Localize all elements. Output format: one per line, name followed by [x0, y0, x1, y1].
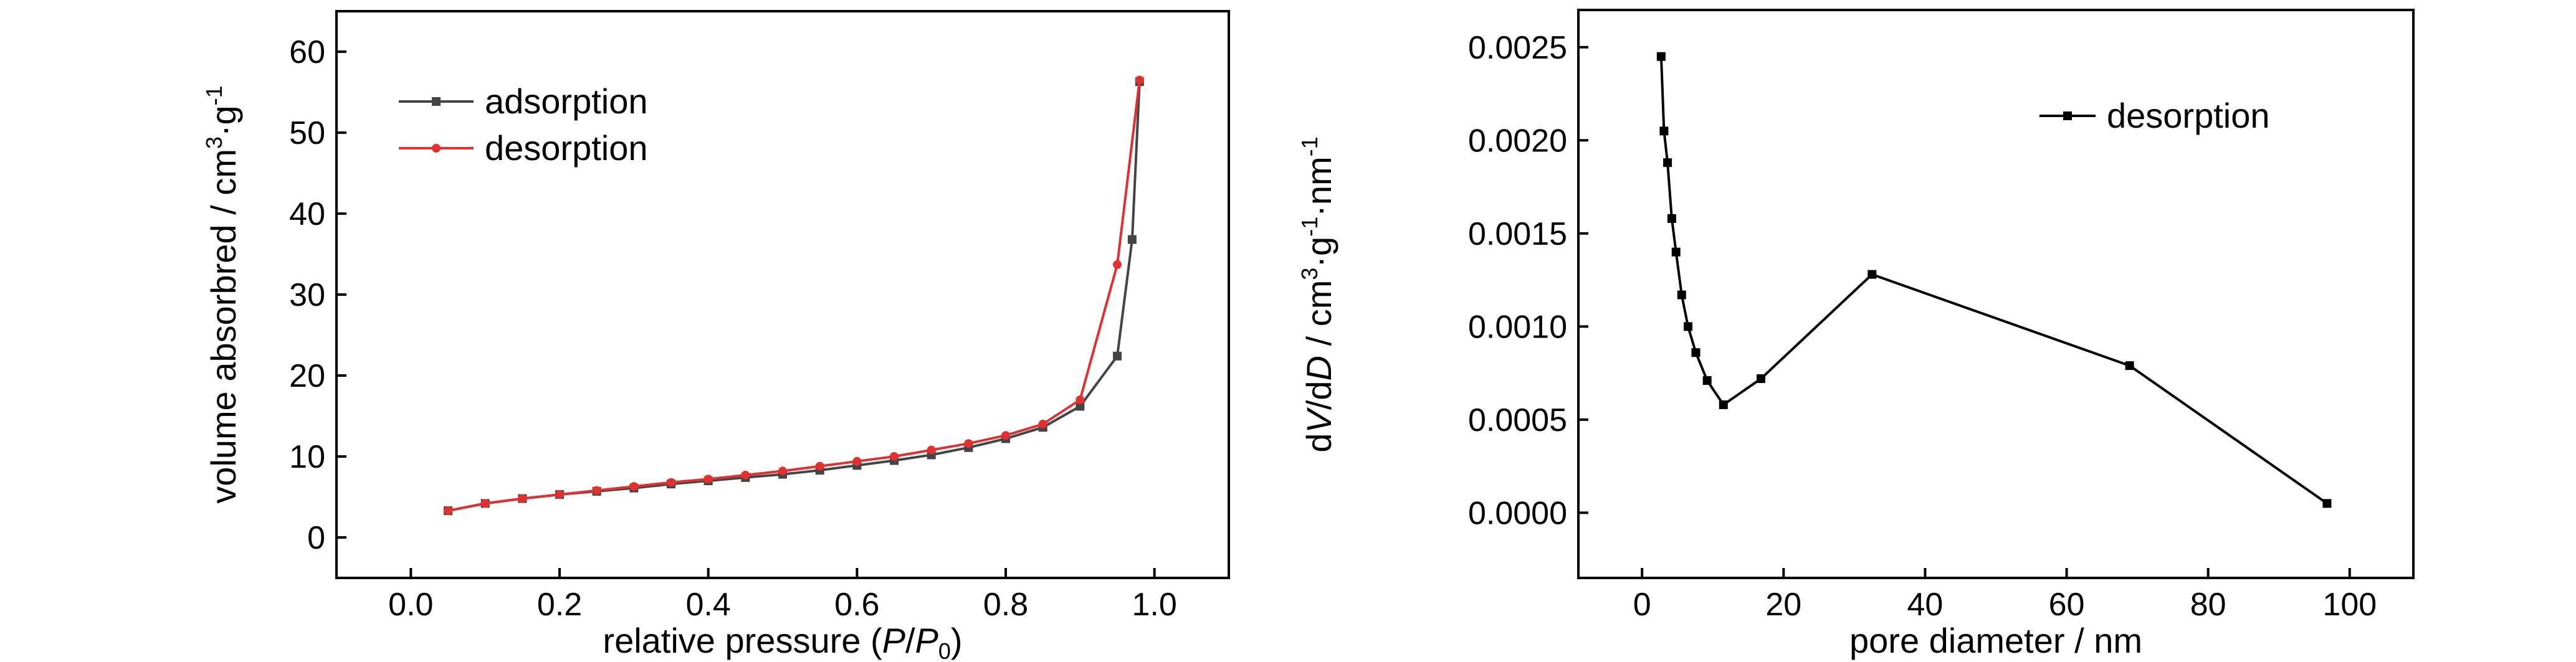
- legend-label: desorption: [2107, 96, 2270, 135]
- y-tick-label: 60: [289, 34, 325, 70]
- data-point: [1076, 402, 1085, 411]
- data-point: [1038, 420, 1047, 428]
- x-tick-label: 20: [1765, 587, 1801, 623]
- y-tick-label: 0.0015: [1468, 216, 1567, 252]
- x-tick-label: 1.0: [1132, 587, 1177, 623]
- plot-frame: [335, 10, 1230, 579]
- y-tick-label: 20: [289, 358, 325, 394]
- axes: 0 20 40 60 80 100 0.0000 0.0005 0.0010 0.0015 0.00…: [1468, 30, 2377, 623]
- x-tick-label: 0.0: [388, 587, 433, 623]
- x-axis-label: pore diameter / nm: [1849, 621, 2142, 660]
- data-point: [927, 445, 936, 455]
- data-point: [1868, 270, 1877, 279]
- data-point: [1663, 158, 1672, 168]
- isotherm-chart: 0.0 0.2 0.4 0.6 0.8 1.0 0 10 20 30 40 50 60 relative…: [201, 10, 1230, 662]
- x-tick-label: 0.4: [686, 587, 731, 623]
- x-tick-label: 60: [2049, 587, 2085, 623]
- y-tick-label: 0.0010: [1468, 309, 1567, 345]
- data-point: [592, 486, 601, 495]
- y-tick-label: 10: [289, 439, 325, 475]
- data-point: [480, 499, 490, 508]
- svg-text:volume absorbred / cm3·g-1: volume absorbred / cm3·g-1: [201, 85, 243, 503]
- legend-entry-adsorption: adsorption: [399, 82, 648, 121]
- x-tick-label: 40: [1907, 587, 1944, 623]
- x-tick-label: 0.8: [983, 587, 1028, 623]
- legend: adsorption desorption: [399, 82, 648, 168]
- data-point: [964, 439, 973, 448]
- series-desorption: [444, 75, 1144, 516]
- data-point: [778, 466, 787, 476]
- data-point: [1756, 374, 1765, 384]
- x-tick-label: 0.2: [537, 587, 582, 623]
- data-point: [629, 482, 639, 491]
- data-point: [1001, 431, 1010, 440]
- data-point: [2125, 361, 2134, 371]
- data-point: [1684, 322, 1693, 331]
- svg-text:pore diameter / nm: pore diameter / nm: [1849, 621, 2142, 660]
- data-point: [1135, 75, 1144, 85]
- y-tick-label: 0.0020: [1468, 123, 1567, 159]
- data-point: [555, 490, 564, 499]
- data-point: [1719, 400, 1728, 409]
- y-tick-label: 40: [289, 196, 325, 232]
- x-tick-label: 100: [2322, 587, 2377, 623]
- data-point: [1127, 235, 1137, 244]
- data-point: [444, 506, 452, 516]
- data-point: [815, 461, 824, 471]
- x-axis-label: relative pressure (P/P0): [603, 621, 962, 662]
- data-point: [1702, 376, 1712, 385]
- legend-entry-desorption: desorption: [399, 128, 648, 168]
- series-desorption: [1656, 52, 2332, 508]
- legend: desorption: [2039, 96, 2270, 135]
- y-tick-label: 0.0005: [1468, 402, 1567, 438]
- data-point: [2322, 499, 2332, 508]
- plot-frame: [1577, 9, 2415, 579]
- y-tick-label: 0.0025: [1468, 30, 1567, 66]
- data-point: [1667, 214, 1676, 223]
- x-tick-label: 80: [2190, 587, 2226, 623]
- data-point: [1691, 348, 1701, 357]
- svg-text:dV/dD / cm3·g-1·nm-1: dV/dD / cm3·g-1·nm-1: [1297, 136, 1338, 452]
- series-line-desorption: [447, 80, 1141, 513]
- legend-marker: [432, 144, 441, 153]
- x-tick-label: 0: [1633, 587, 1651, 623]
- data-point: [667, 478, 675, 487]
- y-axis-label: volume absorbred / cm3·g-1: [201, 85, 243, 503]
- legend-entry-desorption: desorption: [2039, 96, 2270, 135]
- data-point: [1076, 395, 1085, 404]
- y-axis-label: dV/dD / cm3·g-1·nm-1: [1297, 136, 1338, 452]
- x-tick-label: 0.6: [834, 587, 879, 623]
- data-point: [890, 452, 899, 461]
- data-point: [1656, 52, 1666, 61]
- data-point: [1113, 260, 1122, 269]
- data-point: [704, 475, 713, 484]
- series-layer: [1656, 52, 2332, 508]
- data-point: [1659, 126, 1669, 136]
- y-tick-label: 0: [307, 520, 325, 556]
- y-tick-label: 50: [289, 115, 325, 151]
- data-point: [741, 470, 750, 480]
- data-point: [852, 456, 862, 466]
- legend-marker: [2063, 111, 2072, 120]
- data-point: [1671, 247, 1681, 257]
- legend-marker: [432, 97, 441, 106]
- pore-distribution-chart: 0 20 40 60 80 100 0.0000 0.0005 0.0010 0.0015 0.00…: [1297, 9, 2415, 660]
- data-point: [1677, 290, 1686, 300]
- axes: 0.0 0.2 0.4 0.6 0.8 1.0 0 10 20 30 40 50 60: [289, 34, 1177, 623]
- data-point: [518, 494, 527, 503]
- series-line-desorption: [1659, 56, 2328, 505]
- legend-label: desorption: [485, 128, 648, 168]
- y-tick-label: 0.0000: [1468, 495, 1567, 531]
- legend-label: adsorption: [485, 82, 648, 121]
- series-layer: [444, 75, 1144, 516]
- svg-text:relative pressure (P/P0): relative pressure (P/P0): [603, 621, 962, 662]
- y-tick-label: 30: [289, 277, 325, 313]
- data-point: [1113, 351, 1122, 361]
